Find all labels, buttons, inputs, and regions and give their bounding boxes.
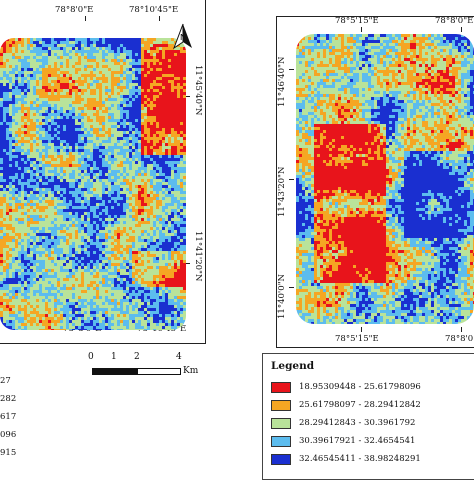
left-top-tick-1: 78°8'0"E (55, 5, 93, 15)
left-legend-fragment-4: 096 (0, 430, 16, 440)
legend-title: Legend (271, 360, 314, 372)
left-top-tick-2: 78°10'45"E (129, 5, 178, 15)
legend-label-3: 28.29412843 - 30.3961792 (299, 418, 415, 428)
left-legend-fragment-5: 915 (0, 448, 16, 458)
scale-number-1: 1 (111, 352, 117, 362)
legend-swatch-4 (271, 436, 291, 447)
scale-number-4: 4 (176, 352, 182, 362)
right-left-tick-3: 11°40'0"N (277, 274, 287, 319)
right-bottom-tick-2: 78°8'0"E (445, 334, 474, 344)
left-legend-fragment-2: 282 (0, 394, 16, 404)
legend-row-2: 25.61798097 - 28.29412842 (271, 399, 421, 411)
legend-row-4: 30.39617921 - 32.4654541 (271, 435, 415, 447)
left-legend-fragment-3: 617 (0, 412, 16, 422)
legend-swatch-3 (271, 418, 291, 429)
left-raster-map (0, 38, 186, 330)
right-bottom-tick-1: 78°5'15"E (335, 334, 379, 344)
left-right-tick-1: 11°45'40"N (193, 65, 203, 115)
right-left-tick-1: 11°46'40"N (277, 57, 287, 107)
right-top-tick-1: 78°5'15"E (335, 16, 379, 26)
legend-row-3: 28.29412843 - 30.3961792 (271, 417, 415, 429)
legend-label-5: 32.46545411 - 38.98248291 (299, 454, 421, 464)
legend-label-2: 25.61798097 - 28.29412842 (299, 400, 421, 410)
legend-swatch-1 (271, 382, 291, 393)
right-top-tick-2: 78°8'0"E (435, 16, 473, 26)
legend-label-1: 18.95309448 - 25.61798096 (299, 382, 421, 392)
legend-swatch-2 (271, 400, 291, 411)
north-arrow-icon: N (170, 22, 196, 52)
right-raster-map (296, 34, 474, 324)
left-right-tick-2: 11°41'20"N (193, 231, 203, 281)
scale-number-0: 0 (88, 352, 94, 362)
legend-label-4: 30.39617921 - 32.4654541 (299, 436, 415, 446)
north-label: N (180, 33, 186, 42)
legend: Legend 18.95309448 - 25.61798096 25.6179… (262, 353, 474, 480)
legend-row-5: 32.46545411 - 38.98248291 (271, 453, 421, 465)
left-legend-fragment-1: 27 (0, 376, 11, 386)
scale-number-2: 2 (134, 352, 140, 362)
legend-row-1: 18.95309448 - 25.61798096 (271, 381, 421, 393)
right-left-tick-2: 11°43'20"N (277, 167, 287, 217)
legend-swatch-5 (271, 454, 291, 465)
left-legend: 27 282 617 096 915 (0, 368, 204, 478)
